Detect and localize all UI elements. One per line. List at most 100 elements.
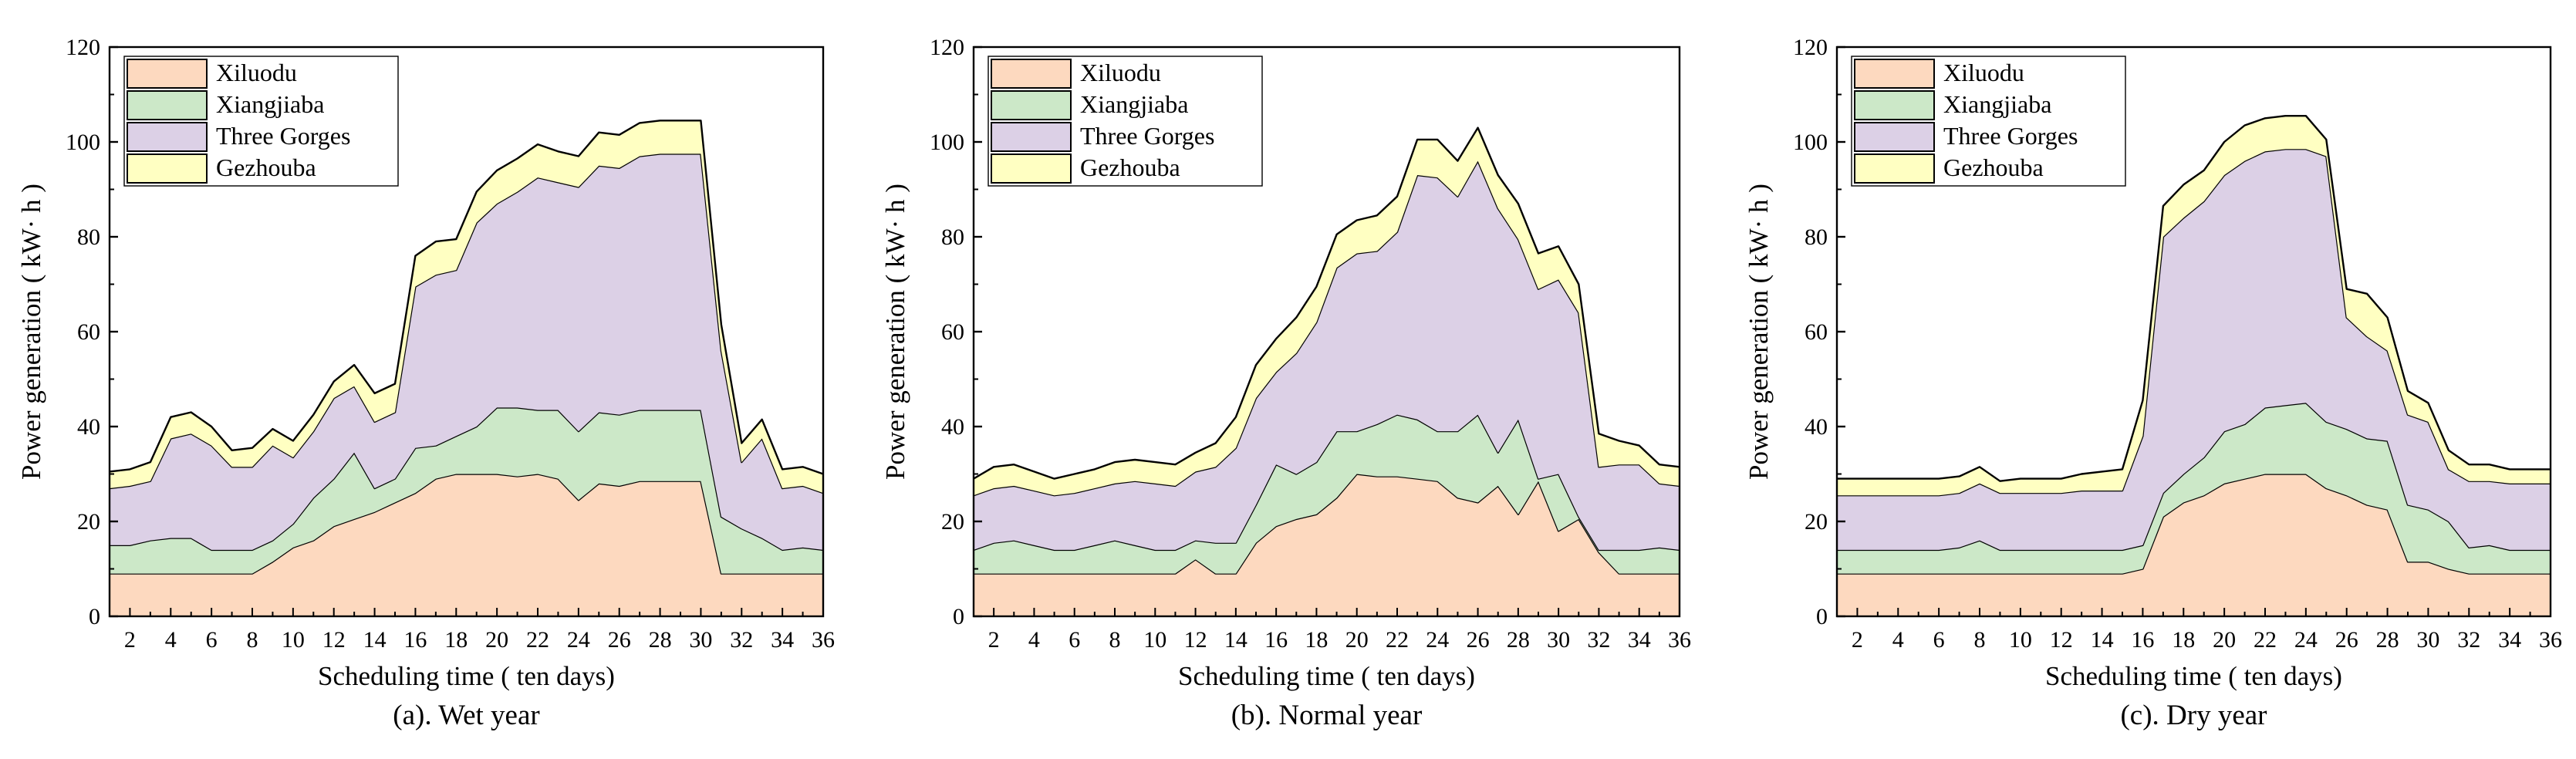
chart-2-legend-swatch-three-gorges xyxy=(1854,122,1935,152)
chart-2-x-tick-label: 2 xyxy=(1852,627,1863,653)
chart-1-y-tick-label: 40 xyxy=(941,414,964,440)
chart-1-x-tick-label: 28 xyxy=(1507,627,1530,653)
chart-1-x-tick-label: 34 xyxy=(1628,627,1651,653)
chart-2-line-gezhouba xyxy=(1837,115,2551,482)
chart-0-x-tick-label: 6 xyxy=(206,627,218,653)
chart-2-legend-swatch-xiangjiaba xyxy=(1854,90,1935,120)
chart-2-x-tick-label: 14 xyxy=(2091,627,2114,653)
chart-1-y-tick-label: 0 xyxy=(953,604,964,629)
chart-1-x-tick-label: 4 xyxy=(1028,627,1040,653)
chart-1-legend-swatch-gezhouba xyxy=(991,153,1072,184)
chart-2-y-axis-label: Power generation ( kW· h ) xyxy=(1744,184,1774,480)
chart-2-y-tick-label: 0 xyxy=(1816,604,1828,629)
chart-0-x-tick-label: 36 xyxy=(812,627,835,653)
chart-2-legend-swatch-xiluodu xyxy=(1854,59,1935,89)
chart-1-x-tick-label: 2 xyxy=(988,627,1000,653)
chart-0-area-three-gorges xyxy=(110,153,823,550)
chart-0-x-tick-label: 18 xyxy=(444,627,468,653)
chart-1-legend-swatch-xiluodu xyxy=(991,59,1072,89)
chart-2-y-tick-label: 100 xyxy=(1793,130,1828,155)
chart-0-x-tick-label: 8 xyxy=(247,627,258,653)
chart-1-x-tick-label: 10 xyxy=(1143,627,1166,653)
chart-1-legend-swatch-three-gorges xyxy=(991,122,1072,152)
chart-2-y-tick-label: 120 xyxy=(1793,35,1828,60)
chart-0-y-tick-label: 60 xyxy=(77,319,100,345)
chart-2-x-tick-label: 10 xyxy=(2009,627,2032,653)
chart-2-x-tick-label: 22 xyxy=(2254,627,2277,653)
chart-2-x-tick-label: 34 xyxy=(2498,627,2521,653)
chart-2-x-tick-label: 26 xyxy=(2335,627,2358,653)
chart-0-x-tick-label: 14 xyxy=(363,627,387,653)
chart-1-x-tick-label: 8 xyxy=(1109,627,1121,653)
chart-0-legend-label: Xiluodu xyxy=(216,59,297,86)
chart-0-x-tick-label: 28 xyxy=(649,627,672,653)
chart-1-legend-label: Xiluodu xyxy=(1080,59,1161,86)
chart-2-legend-label: Gezhouba xyxy=(1943,153,2044,181)
chart-1-x-tick-label: 14 xyxy=(1224,627,1247,653)
chart-0-legend-swatch-xiangjiaba xyxy=(127,90,208,120)
chart-0-y-tick-label: 0 xyxy=(89,604,100,629)
chart-2-x-tick-label: 8 xyxy=(1974,627,1986,653)
chart-0-y-tick-label: 40 xyxy=(77,414,100,440)
chart-1-legend-label: Three Gorges xyxy=(1080,122,1214,150)
chart-0-legend-swatch-gezhouba xyxy=(127,153,208,184)
chart-2-y-tick-label: 80 xyxy=(1805,224,1828,250)
chart-0-legend-swatch-three-gorges xyxy=(127,122,208,152)
chart-1-x-tick-label: 12 xyxy=(1184,627,1207,653)
chart-1-x-axis-label: Scheduling time ( ten days) xyxy=(1178,661,1475,691)
chart-1-line-gezhouba xyxy=(973,126,1680,480)
chart-2-y-tick-label: 60 xyxy=(1805,319,1828,345)
chart-1-x-tick-label: 20 xyxy=(1345,627,1369,653)
chart-2-area-three-gorges xyxy=(1837,149,2551,550)
chart-2-area-xiangjiaba xyxy=(1837,403,2551,574)
chart-2-x-tick-label: 4 xyxy=(1892,627,1904,653)
chart-2-x-tick-label: 28 xyxy=(2376,627,2399,653)
chart-2-x-tick-label: 20 xyxy=(2213,627,2236,653)
chart-2-y-tick-label: 40 xyxy=(1805,414,1828,440)
chart-0-x-tick-label: 26 xyxy=(608,627,631,653)
chart-1-y-tick-label: 120 xyxy=(930,35,964,60)
chart-2-x-tick-label: 36 xyxy=(2539,627,2562,653)
chart-1-x-tick-label: 24 xyxy=(1426,627,1449,653)
chart-1-x-tick-label: 18 xyxy=(1305,627,1328,653)
chart-1-x-tick-label: 16 xyxy=(1264,627,1288,653)
chart-1-y-tick-label: 100 xyxy=(930,130,964,155)
chart-2-x-tick-label: 12 xyxy=(2050,627,2073,653)
chart-2-legend-label: Xiluodu xyxy=(1943,59,2024,86)
chart-0-legend: Xiluodu Xiangjiaba Three Gorges Gezhouba xyxy=(123,56,399,187)
chart-0-x-tick-label: 16 xyxy=(403,627,427,653)
chart-1-legend-label: Xiangjiaba xyxy=(1080,90,1188,118)
chart-1-legend: Xiluodu Xiangjiaba Three Gorges Gezhouba xyxy=(988,56,1263,187)
chart-0-line-gezhouba xyxy=(109,120,824,475)
chart-2-y-tick-label: 20 xyxy=(1805,509,1828,535)
chart-1-area-xiluodu xyxy=(974,474,1680,616)
chart-1-x-tick-label: 22 xyxy=(1386,627,1409,653)
chart-2-legend-swatch-gezhouba xyxy=(1854,153,1935,184)
chart-1-caption: (b). Normal year xyxy=(1231,700,1423,731)
chart-0-x-tick-label: 10 xyxy=(282,627,305,653)
chart-0-x-tick-label: 34 xyxy=(771,627,794,653)
chart-0-legend-label: Three Gorges xyxy=(216,122,350,150)
chart-2-x-tick-label: 6 xyxy=(1933,627,1945,653)
chart-2-legend-label: Xiangjiaba xyxy=(1943,90,2051,118)
chart-1-x-tick-label: 26 xyxy=(1467,627,1490,653)
chart-1-area-gezhouba xyxy=(974,127,1680,496)
chart-1-y-tick-label: 20 xyxy=(941,509,964,535)
chart-0-y-tick-label: 80 xyxy=(77,224,100,250)
chart-0-area-xiangjiaba xyxy=(110,407,823,574)
chart-0-x-tick-label: 2 xyxy=(124,627,136,653)
chart-0-x-tick-label: 32 xyxy=(730,627,753,653)
chart-2-x-tick-label: 18 xyxy=(2172,627,2195,653)
chart-2-x-tick-label: 16 xyxy=(2131,627,2154,653)
chart-0-y-tick-label: 100 xyxy=(66,130,100,155)
chart-1-x-tick-label: 30 xyxy=(1547,627,1570,653)
chart-2-area-xiluodu xyxy=(1837,474,2551,616)
chart-1-y-tick-label: 60 xyxy=(941,319,964,345)
chart-0-legend-label: Gezhouba xyxy=(216,153,316,181)
chart-0-legend-swatch-xiluodu xyxy=(127,59,208,89)
chart-1-x-tick-label: 32 xyxy=(1587,627,1610,653)
